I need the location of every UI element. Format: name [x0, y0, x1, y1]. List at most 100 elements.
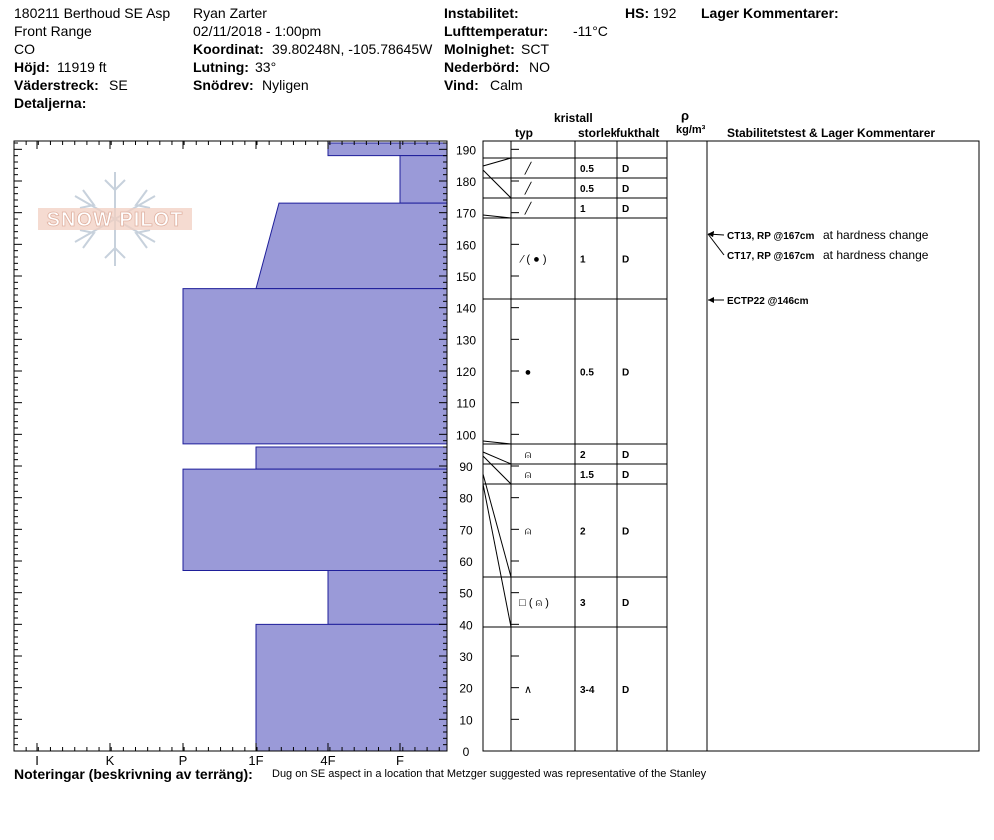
- hardness-tick-label-I: I: [35, 753, 39, 768]
- hdr2-label-4: Snödrev:: [193, 77, 254, 93]
- moisture-9: D: [622, 685, 629, 696]
- moisture-1: D: [622, 184, 629, 195]
- hdr1-label-4: Väderstreck:: [14, 77, 99, 93]
- column-header-stability: Stabilitetstest & Lager Kommentarer: [727, 126, 936, 140]
- height-tick-label-10: 10: [459, 713, 473, 727]
- moisture-0: D: [622, 164, 629, 175]
- column-header-density-unit: kg/m³: [676, 124, 706, 136]
- hardness-layer-5: [182, 468, 448, 571]
- height-connector-7: [482, 455, 512, 485]
- grain-size-1: 0.5: [580, 184, 594, 195]
- moisture-8: D: [622, 598, 629, 609]
- height-tick-label-170: 170: [456, 207, 476, 221]
- height-connector-9: [482, 483, 512, 628]
- test-pointer-1: [707, 233, 725, 256]
- height-connector-2: [482, 169, 512, 199]
- height-connector-5: [482, 440, 512, 445]
- hdr3-value-4: Calm: [490, 77, 523, 93]
- hardness-layer-7: [255, 623, 448, 752]
- hardness-layer-2: [255, 202, 448, 290]
- test-arrowhead-1: [708, 231, 714, 237]
- test-label-0: CT13, RP @167cm: [727, 231, 814, 242]
- hdr2-value-1: 02/11/2018 - 1:00pm: [193, 23, 322, 39]
- hdr1-value-1: Front Range: [14, 23, 92, 39]
- height-tick-label-60: 60: [459, 555, 473, 569]
- height-tick-label-0: 0: [463, 745, 470, 759]
- height-tick-label-140: 140: [456, 302, 476, 316]
- hdr3-label-1: Lufttemperatur:: [444, 23, 549, 39]
- grain-size-7: 2: [580, 527, 586, 538]
- notes-label: Noteringar (beskrivning av terräng):: [14, 766, 253, 782]
- hardness-tick-label-4F: 4F: [320, 753, 335, 768]
- height-tick-label-100: 100: [456, 428, 476, 442]
- height-tick-label-120: 120: [456, 365, 476, 379]
- grain-size-6: 1.5: [580, 470, 594, 481]
- grain-type-icon-4: ●: [525, 367, 532, 379]
- height-tick-label-110: 110: [456, 397, 475, 411]
- height-tick-label-20: 20: [459, 682, 473, 696]
- column-header-typ: typ: [515, 126, 533, 140]
- hdr3-label-0: Instabilitet:: [444, 5, 519, 21]
- grain-type-icon-8: □ ( ⍝ ): [519, 597, 549, 609]
- height-tick-label-160: 160: [456, 238, 476, 252]
- height-connector-8: [482, 473, 512, 578]
- test-comment-0: at hardness change: [823, 228, 929, 242]
- hdr2-label-3: Lutning:: [193, 59, 249, 75]
- height-tick-label-190: 190: [456, 143, 476, 157]
- hs-value: 192: [653, 5, 677, 21]
- hdr1-value-0: 180211 Berthoud SE Asp: [14, 5, 171, 21]
- hardness-tick-label-F: F: [396, 753, 404, 768]
- hardness-tick-label-K: K: [106, 753, 115, 768]
- test-comment-1: at hardness change: [823, 248, 929, 262]
- layer-table-frame: [482, 140, 980, 752]
- hdr3-label-4: Vind:: [444, 77, 479, 93]
- grain-type-icon-6: ⍝: [525, 469, 532, 481]
- hdr1-value-4: SE: [109, 77, 128, 93]
- moisture-2: D: [622, 204, 629, 215]
- hardness-layer-6: [327, 570, 448, 625]
- grain-size-3: 1: [580, 255, 586, 266]
- hdr2-label-2: Koordinat:: [193, 41, 264, 57]
- test-label-1: CT17, RP @167cm: [727, 251, 814, 262]
- hardness-layer-1: [399, 155, 448, 204]
- hdr2-value-2: 39.80248N, -105.78645W: [272, 41, 433, 57]
- grain-type-icon-1: ╱: [524, 181, 533, 195]
- height-tick-label-130: 130: [456, 333, 476, 347]
- grain-type-icon-0: ╱: [524, 161, 533, 175]
- hardness-tick-label-1F: 1F: [248, 753, 263, 768]
- snowpilot-logo: SNOW PILOT: [38, 172, 192, 266]
- grain-size-9: 3-4: [580, 685, 595, 696]
- hardness-plot-frame: [13, 140, 448, 752]
- hdr3-label-2: Molnighet:: [444, 41, 515, 57]
- hdr1-label-5: Detaljerna:: [14, 95, 87, 111]
- height-tick-label-80: 80: [459, 492, 473, 506]
- grain-size-5: 2: [580, 450, 586, 461]
- grain-type-icon-5: ⍝: [525, 449, 532, 461]
- hdr3-label-3: Nederbörd:: [444, 59, 520, 75]
- grain-size-0: 0.5: [580, 164, 594, 175]
- moisture-7: D: [622, 527, 629, 538]
- grain-size-4: 0.5: [580, 368, 594, 379]
- notes-text: Dug on SE aspect in a location that Metz…: [272, 768, 707, 780]
- hardness-tick-label-P: P: [179, 753, 188, 768]
- moisture-6: D: [622, 470, 629, 481]
- hardness-layer-0: [327, 142, 448, 157]
- hdr3-value-3: NO: [529, 59, 550, 75]
- moisture-5: D: [622, 450, 629, 461]
- hdr2-value-4: Nyligen: [262, 77, 309, 93]
- hdr2-value-0: Ryan Zarter: [193, 5, 267, 21]
- height-tick-label-70: 70: [459, 523, 473, 537]
- column-header-fukthalt: fukthalt: [616, 126, 660, 140]
- grain-type-icon-9: ∧: [524, 684, 532, 696]
- height-connector-1: [482, 157, 512, 167]
- grain-type-icon-7: ⍝: [525, 526, 532, 538]
- hdr3-value-1: -11°C: [573, 23, 608, 39]
- moisture-3: D: [622, 255, 629, 266]
- height-tick-label-180: 180: [456, 175, 476, 189]
- height-tick-label-150: 150: [456, 270, 476, 284]
- grain-type-icon-3: ⁄ ( ● ): [519, 254, 547, 266]
- height-tick-label-40: 40: [459, 618, 473, 632]
- height-connector-3: [482, 214, 512, 219]
- grain-size-8: 3: [580, 598, 586, 609]
